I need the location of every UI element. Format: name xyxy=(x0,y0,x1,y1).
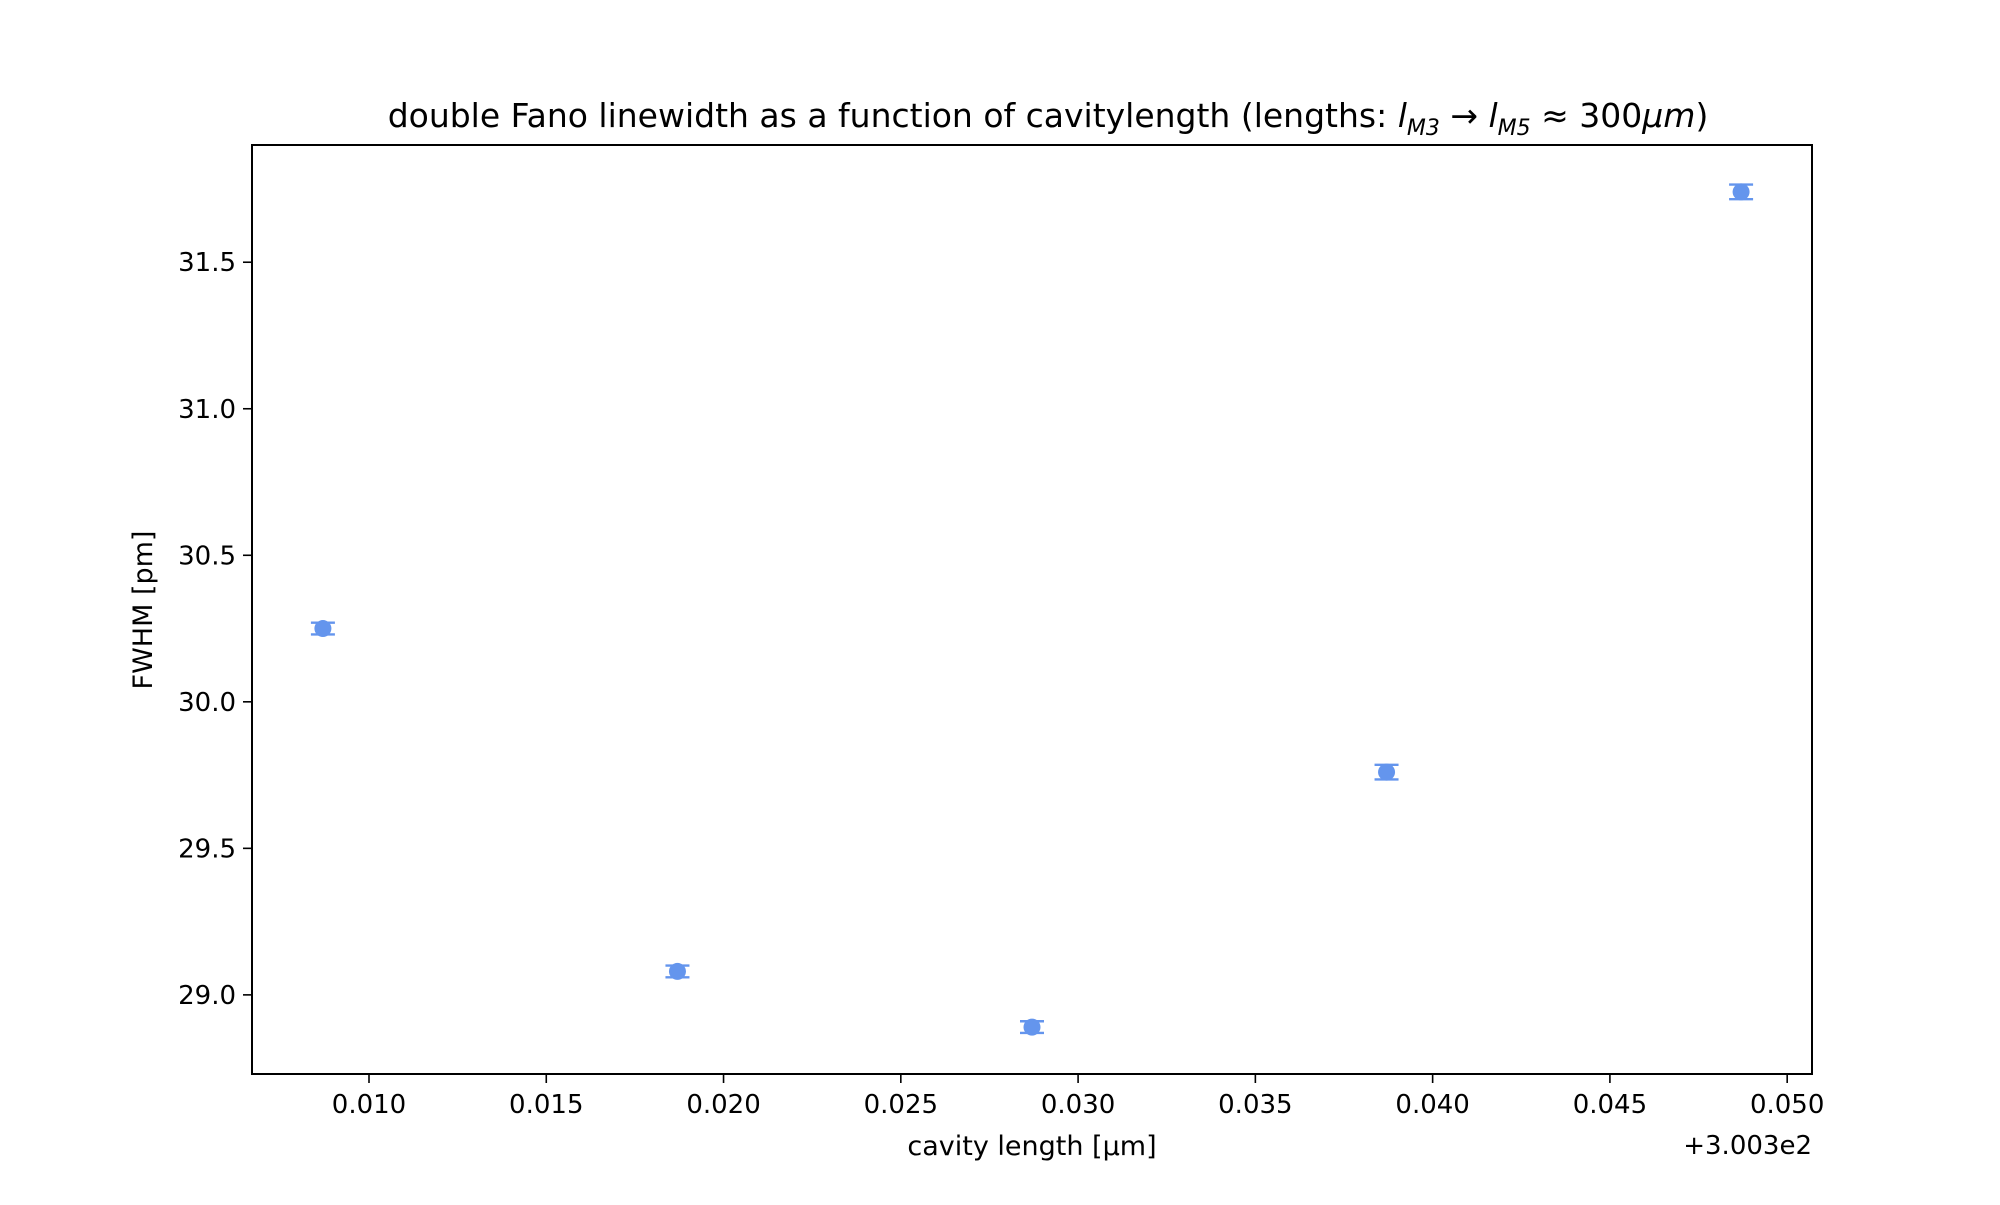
x-tick-label: 0.020 xyxy=(686,1090,760,1120)
y-tick-label: 31.0 xyxy=(178,395,236,425)
axis-ticks: 0.010 0.015 0.020 0.025 0.030 0.035 0.040 0.045… xyxy=(178,248,1824,1120)
x-tick-label: 0.015 xyxy=(509,1090,583,1120)
title-arrow: → xyxy=(1440,96,1489,135)
data-point xyxy=(1023,1018,1041,1036)
title-approx: ≈ 300 xyxy=(1531,96,1643,135)
x-tick-label: 0.045 xyxy=(1573,1090,1647,1120)
title-prefix: double Fano linewidth as a function of c… xyxy=(388,96,1398,135)
x-tick-label: 0.010 xyxy=(332,1090,406,1120)
title-unit: μm xyxy=(1641,96,1695,135)
chart-title: double Fano linewidth as a function of c… xyxy=(388,96,1709,141)
y-tick-label: 29.0 xyxy=(178,981,236,1011)
title-l-m3: l xyxy=(1398,96,1407,135)
x-tick-label: 0.050 xyxy=(1750,1090,1824,1120)
title-suffix: ) xyxy=(1695,96,1708,135)
data-point xyxy=(1732,183,1750,201)
y-tick-label: 30.5 xyxy=(178,541,236,571)
x-tick-label: 0.040 xyxy=(1395,1090,1469,1120)
y-tick-label: 30.0 xyxy=(178,688,236,718)
x-tick-label: 0.035 xyxy=(1218,1090,1292,1120)
title-sub-m5: M5 xyxy=(1498,116,1531,141)
y-tick-label: 31.5 xyxy=(178,248,236,278)
data-point xyxy=(1378,763,1396,781)
x-axis-label: cavity length [µm] xyxy=(907,1131,1156,1162)
data-point xyxy=(668,962,686,980)
y-axis-label: FWHM [pm] xyxy=(128,531,159,690)
y-tick-label: 29.5 xyxy=(178,834,236,864)
data-points xyxy=(310,183,1754,1036)
x-axis-offset-label: +3.003e2 xyxy=(1683,1131,1812,1161)
data-point xyxy=(314,620,332,638)
plot-area-frame xyxy=(251,144,1813,1075)
x-tick-label: 0.030 xyxy=(1041,1090,1115,1120)
x-tick-label: 0.025 xyxy=(864,1090,938,1120)
title-l-m5: l xyxy=(1489,96,1498,135)
title-sub-m3: M3 xyxy=(1407,116,1440,141)
